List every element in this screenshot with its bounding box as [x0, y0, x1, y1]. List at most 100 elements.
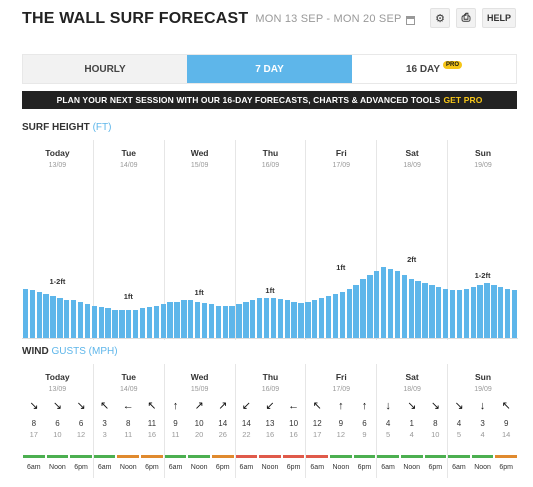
surf-bar[interactable]: [112, 309, 118, 338]
wind-cell[interactable]: ↘ 6 10: [46, 399, 70, 439]
wind-cell[interactable]: ← 8 11: [116, 399, 140, 439]
surf-bar[interactable]: [270, 298, 277, 338]
surf-bar[interactable]: [43, 294, 49, 338]
wind-cell[interactable]: ↘ 4 5: [447, 399, 471, 439]
surf-bar[interactable]: [22, 288, 29, 338]
surf-bar[interactable]: [36, 292, 42, 338]
wind-cell[interactable]: ↓ 4 5: [376, 399, 400, 439]
surf-bar[interactable]: [443, 288, 449, 338]
surf-bar[interactable]: [119, 310, 125, 338]
surf-bar[interactable]: [64, 300, 70, 338]
get-pro-link[interactable]: GET PRO: [443, 95, 483, 105]
tab-16-day[interactable]: 16 DAY PRO: [352, 55, 516, 83]
surf-bar[interactable]: [401, 274, 407, 338]
surf-bar[interactable]: [91, 306, 97, 338]
surf-bar[interactable]: [29, 290, 35, 338]
surf-bar[interactable]: [250, 300, 256, 338]
surf-bar[interactable]: [167, 302, 173, 338]
surf-bar[interactable]: [360, 278, 366, 338]
surf-bar[interactable]: [477, 284, 483, 338]
tab-hourly[interactable]: HOURLY: [84, 63, 126, 75]
wind-cell[interactable]: ↑ 6 9: [353, 399, 377, 439]
surf-bar[interactable]: [394, 270, 401, 338]
wind-cell[interactable]: ↖ 9 14: [494, 399, 518, 439]
surf-bar[interactable]: [422, 282, 428, 338]
surf-bar[interactable]: [456, 290, 463, 338]
surf-bar[interactable]: [133, 309, 139, 338]
surf-bar[interactable]: [84, 304, 91, 338]
surf-bar[interactable]: [222, 306, 228, 338]
surf-bar[interactable]: [463, 288, 469, 338]
surf-bar[interactable]: [346, 288, 352, 338]
surf-bar[interactable]: [305, 302, 311, 338]
surf-bar[interactable]: [408, 278, 414, 338]
surf-bar[interactable]: [77, 302, 84, 338]
surf-bar[interactable]: [367, 274, 373, 338]
wind-cell[interactable]: ↙ 14 22: [235, 399, 259, 439]
surf-bar[interactable]: [215, 305, 221, 338]
surf-bar[interactable]: [436, 286, 442, 338]
surf-bar[interactable]: [381, 266, 387, 338]
wind-cell[interactable]: ↙ 13 16: [258, 399, 282, 439]
surf-bar[interactable]: [387, 268, 394, 338]
surf-bar[interactable]: [291, 302, 297, 338]
surf-bar[interactable]: [71, 300, 77, 338]
surf-bar[interactable]: [498, 286, 504, 338]
surf-bar[interactable]: [181, 300, 187, 338]
surf-bar[interactable]: [484, 282, 490, 338]
surf-bar[interactable]: [229, 305, 235, 338]
surf-bar[interactable]: [491, 284, 497, 338]
settings-button[interactable]: ⚙: [430, 8, 450, 28]
surf-bar[interactable]: [153, 306, 159, 338]
surf-bar[interactable]: [257, 298, 263, 338]
wind-cell[interactable]: ↖ 12 17: [305, 399, 329, 439]
calendar-icon[interactable]: [405, 15, 415, 25]
surf-bar[interactable]: [312, 300, 318, 338]
wind-cell[interactable]: ↘ 1 4: [400, 399, 424, 439]
surf-bar[interactable]: [174, 301, 180, 338]
surf-bar[interactable]: [57, 298, 63, 338]
surf-bar[interactable]: [429, 284, 435, 338]
print-button[interactable]: ⎙: [456, 8, 476, 28]
surf-bar[interactable]: [139, 308, 146, 338]
surf-bar[interactable]: [188, 300, 194, 338]
surf-bar[interactable]: [374, 270, 380, 338]
surf-bar[interactable]: [105, 308, 111, 338]
pro-banner[interactable]: PLAN YOUR NEXT SESSION WITH OUR 16-DAY F…: [22, 91, 517, 109]
surf-bar[interactable]: [160, 304, 166, 338]
wind-cell[interactable]: ↗ 14 26: [211, 399, 235, 439]
surf-bar[interactable]: [298, 303, 304, 338]
surf-bar[interactable]: [505, 288, 511, 338]
surf-bar[interactable]: [243, 302, 249, 338]
surf-bar[interactable]: [449, 290, 456, 338]
surf-bar[interactable]: [339, 292, 345, 338]
surf-bar[interactable]: [319, 298, 325, 338]
surf-bar[interactable]: [325, 296, 332, 338]
surf-bar[interactable]: [511, 290, 518, 338]
surf-bar[interactable]: [50, 296, 56, 338]
surf-bar[interactable]: [126, 310, 132, 338]
surf-bar[interactable]: [195, 301, 201, 338]
surf-bar[interactable]: [415, 280, 421, 338]
surf-bar[interactable]: [263, 298, 270, 338]
wind-cell[interactable]: ↘ 8 10: [424, 399, 448, 439]
wind-cell[interactable]: ↑ 9 11: [164, 399, 188, 439]
wind-cell[interactable]: ↓ 3 4: [471, 399, 495, 439]
wind-cell[interactable]: ↗ 10 20: [187, 399, 211, 439]
surf-bar[interactable]: [208, 304, 215, 338]
wind-cell[interactable]: ↘ 8 17: [22, 399, 46, 439]
wind-cell[interactable]: ↘ 6 12: [69, 399, 93, 439]
surf-bar[interactable]: [353, 284, 359, 338]
date-range[interactable]: MON 13 SEP - MON 20 SEP: [255, 13, 402, 25]
surf-bar[interactable]: [277, 299, 283, 338]
wind-cell[interactable]: ↖ 11 16: [140, 399, 164, 439]
surf-bar[interactable]: [470, 286, 476, 338]
surf-bar[interactable]: [284, 300, 290, 338]
wind-cell[interactable]: ← 10 16: [282, 399, 306, 439]
wind-cell[interactable]: ↑ 9 12: [329, 399, 353, 439]
surf-bar[interactable]: [98, 307, 104, 338]
tab-7-day[interactable]: 7 DAY: [187, 55, 352, 83]
wind-cell[interactable]: ↖ 3 3: [93, 399, 117, 439]
help-button[interactable]: HELP: [482, 8, 516, 28]
surf-bar[interactable]: [332, 294, 339, 338]
